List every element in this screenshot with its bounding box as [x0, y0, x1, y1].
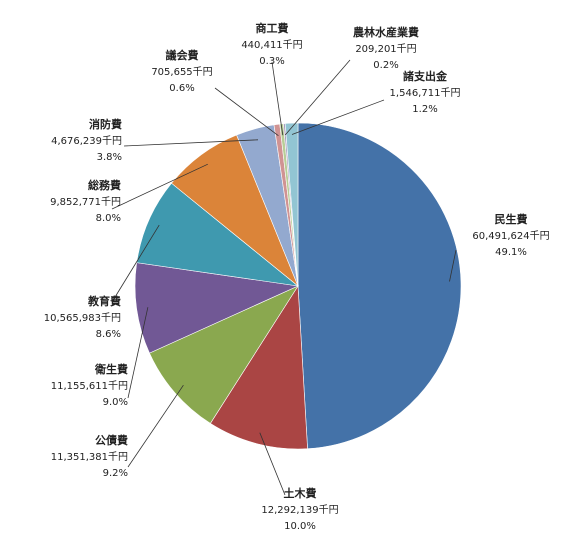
leader-line: [214, 87, 279, 137]
pie-slice: [149, 285, 299, 424]
slice-label-name: 衛生費: [94, 362, 128, 376]
slice-label-name: 消防費: [89, 117, 122, 131]
slice-label-percent: 3.8%: [97, 152, 122, 163]
slice-label-value: 705,655千円: [151, 66, 212, 78]
slice-label-name: 民生費: [495, 212, 528, 226]
leader-line: [449, 249, 457, 282]
pie-slice: [209, 285, 308, 450]
slice-label-value: 1,546,711千円: [390, 87, 461, 99]
pie-slice: [134, 262, 300, 354]
pie-slices: [134, 122, 462, 450]
leader-line: [271, 61, 284, 136]
slice-label-percent: 8.0%: [96, 213, 121, 224]
slice-label-name: 公債費: [95, 433, 128, 447]
slice-label-percent: 0.2%: [373, 60, 398, 71]
slice-label-name: 土木費: [284, 486, 317, 500]
slice-label-value: 440,411千円: [241, 39, 302, 51]
leader-line: [259, 432, 286, 496]
leader-line: [127, 307, 149, 399]
slice-labels: 民生費 60,491,624千円 49.1% 土木費 12,292,139千円 10.0%…: [44, 21, 550, 532]
slice-label-percent: 10.0%: [284, 521, 316, 532]
slice-label-value: 10,565,983千円: [44, 312, 121, 324]
slice-label-percent: 0.6%: [169, 83, 194, 94]
slice-label-percent: 8.6%: [96, 329, 121, 340]
leader-line: [291, 99, 385, 135]
leader-line: [111, 224, 160, 303]
leader-lines: [111, 59, 457, 496]
slice-label-value: 11,155,611千円: [51, 380, 128, 392]
slice-label-name: 総務費: [88, 178, 121, 192]
slice-label-name: 農林水産業費: [353, 25, 419, 39]
slice-label-name: 商工費: [256, 21, 289, 35]
leader-line: [111, 163, 208, 210]
slice-label-percent: 9.0%: [103, 397, 128, 408]
slice-label-percent: 0.3%: [259, 56, 284, 67]
pie-slice: [297, 122, 462, 450]
slice-label-name: 諸支出金: [403, 69, 448, 83]
slice-label-percent: 1.2%: [412, 104, 437, 115]
slice-label-percent: 49.1%: [495, 247, 527, 258]
slice-label-percent: 9.2%: [103, 468, 128, 479]
slice-label-value: 60,491,624千円: [472, 230, 549, 242]
slice-label-value: 209,201千円: [355, 43, 416, 55]
leader-line: [123, 139, 259, 147]
leader-line: [284, 59, 351, 136]
slice-label-name: 教育費: [87, 294, 121, 308]
slice-label-value: 12,292,139千円: [261, 504, 338, 516]
slice-label-value: 11,351,381千円: [51, 451, 128, 463]
slice-label-value: 9,852,771千円: [50, 196, 121, 208]
pie-slice: [284, 122, 299, 287]
slice-label-name: 議会費: [166, 48, 199, 62]
leader-line: [127, 384, 184, 468]
slice-label-value: 4,676,239千円: [51, 135, 122, 147]
